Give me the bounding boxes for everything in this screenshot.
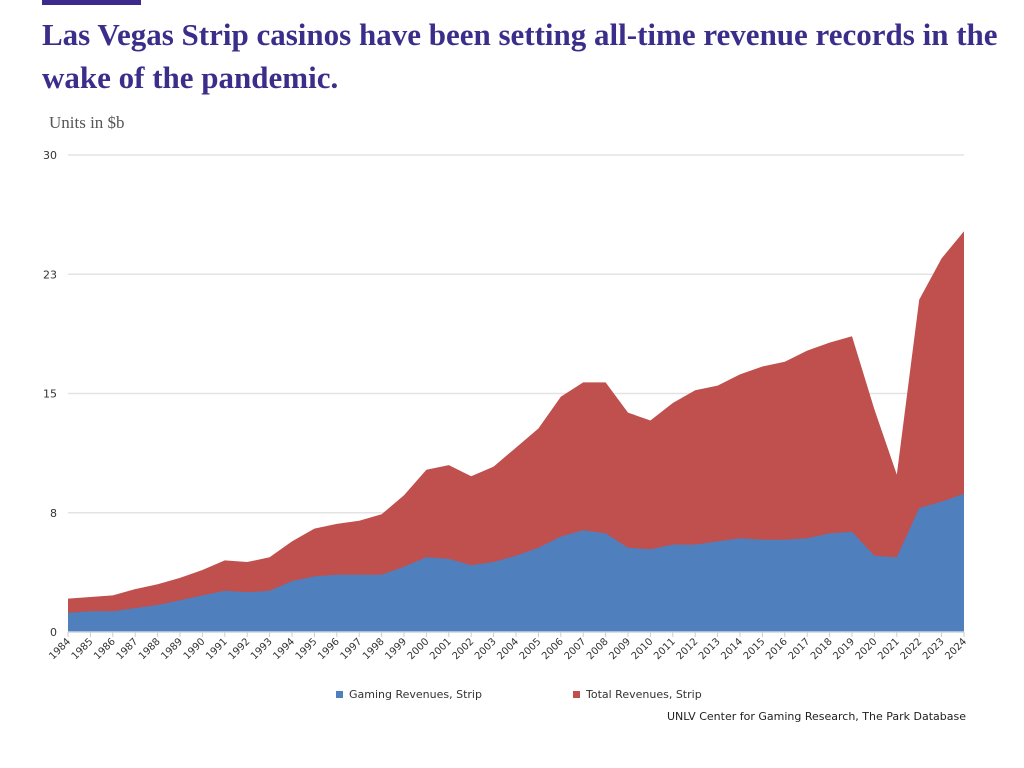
x-tick-label: 2015 bbox=[742, 636, 768, 662]
x-tick-label: 2019 bbox=[831, 636, 857, 662]
legend-label-total: Total Revenues, Strip bbox=[586, 688, 702, 701]
y-tick-label: 8 bbox=[50, 507, 57, 520]
chart-title: Las Vegas Strip casinos have been settin… bbox=[42, 17, 998, 95]
x-tick-label: 2006 bbox=[540, 636, 566, 662]
x-tick-label: 2010 bbox=[630, 636, 656, 662]
area-gaming-revenues bbox=[68, 493, 964, 632]
source-note: UNLV Center for Gaming Research, The Par… bbox=[666, 710, 966, 723]
accent-bar bbox=[42, 0, 141, 5]
x-tick-label: 1987 bbox=[115, 636, 141, 662]
legend-item-gaming: Gaming Revenues, Strip bbox=[336, 688, 482, 701]
legend-item-total: Total Revenues, Strip bbox=[573, 688, 702, 701]
legend: Gaming Revenues, Strip Total Revenues, S… bbox=[0, 688, 1024, 704]
x-tick-label: 2004 bbox=[495, 636, 521, 662]
x-tick-label: 2009 bbox=[607, 636, 633, 662]
x-tick-label: 2020 bbox=[854, 636, 880, 662]
x-tick-label: 1991 bbox=[204, 636, 230, 662]
x-tick-label: 1996 bbox=[316, 636, 342, 662]
x-tick-label: 1992 bbox=[227, 636, 253, 662]
x-tick-label: 2007 bbox=[563, 636, 589, 662]
areas bbox=[68, 231, 964, 633]
x-tick-label: 2023 bbox=[921, 636, 947, 662]
x-tick-label: 2003 bbox=[473, 636, 499, 662]
x-tick-label: 1989 bbox=[159, 636, 185, 662]
y-tick-label: 30 bbox=[43, 149, 57, 162]
x-tick-label: 2002 bbox=[451, 636, 477, 662]
x-tick-label: 1984 bbox=[47, 636, 73, 662]
legend-label-gaming: Gaming Revenues, Strip bbox=[349, 688, 482, 701]
x-tick-label: 2021 bbox=[876, 636, 902, 662]
x-tick-label: 1985 bbox=[70, 636, 96, 662]
y-tick-label: 23 bbox=[43, 268, 57, 281]
x-tick-label: 1995 bbox=[294, 636, 320, 662]
x-tick-label: 2018 bbox=[809, 636, 835, 662]
area-chart: 0 8 15 23 30 19841985198619871988198919901991… bbox=[43, 149, 969, 662]
legend-swatch-total bbox=[573, 691, 580, 698]
x-tick-label: 2008 bbox=[585, 636, 611, 662]
x-tick-label: 2013 bbox=[697, 636, 723, 662]
x-tick-label: 1988 bbox=[137, 636, 163, 662]
x-tick-label: 2024 bbox=[943, 636, 969, 662]
units-label: Units in $b bbox=[49, 113, 125, 132]
x-tick-label: 2000 bbox=[406, 636, 432, 662]
y-tick-label: 15 bbox=[43, 388, 57, 401]
x-tick-label: 1997 bbox=[339, 636, 365, 662]
x-tick-label: 1999 bbox=[383, 636, 409, 662]
area-total-revenues bbox=[68, 231, 964, 633]
x-tick-label: 2001 bbox=[428, 636, 454, 662]
x-tick-label: 2014 bbox=[719, 636, 745, 662]
x-tick-label: 1990 bbox=[182, 636, 208, 662]
x-tick-label: 1993 bbox=[249, 636, 275, 662]
y-tick-label: 0 bbox=[50, 626, 57, 639]
legend-swatch-gaming bbox=[336, 691, 343, 698]
x-tick-label: 2022 bbox=[899, 636, 925, 662]
x-tick-label: 1986 bbox=[92, 636, 118, 662]
x-tick-label: 1998 bbox=[361, 636, 387, 662]
x-tick-label: 2012 bbox=[675, 636, 701, 662]
x-tick-label: 2016 bbox=[764, 636, 790, 662]
x-tick-label: 1994 bbox=[271, 636, 297, 662]
x-tick-label: 2011 bbox=[652, 636, 678, 662]
x-tick-label: 2005 bbox=[518, 636, 544, 662]
x-tick-label: 2017 bbox=[787, 636, 813, 662]
